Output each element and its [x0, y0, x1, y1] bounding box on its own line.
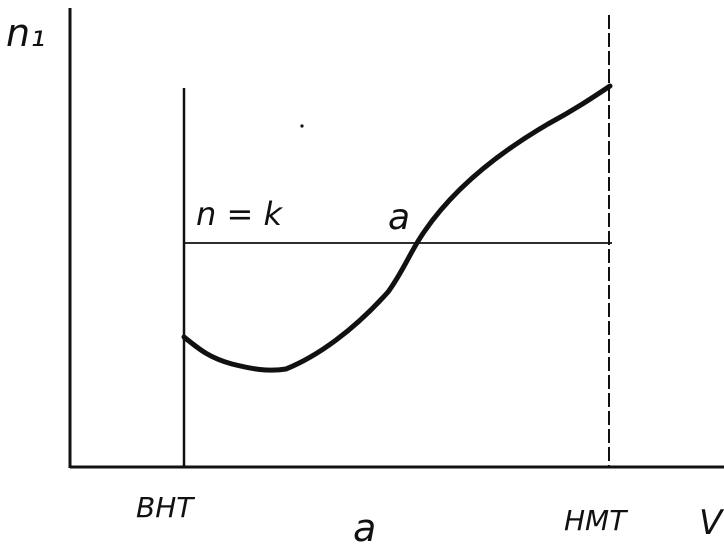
intersection-label: a [388, 197, 410, 238]
characteristic-curve [181, 83, 613, 373]
x-axis-label: V [699, 503, 724, 543]
speck-mark [300, 124, 304, 128]
y-axis-label: n₁ [6, 11, 45, 55]
caption-label: a [353, 506, 376, 544]
right-boundary-label: НМТ [564, 504, 628, 537]
left-boundary-label: ВНТ [136, 491, 195, 524]
horizontal-line-label: n = k [196, 195, 283, 233]
